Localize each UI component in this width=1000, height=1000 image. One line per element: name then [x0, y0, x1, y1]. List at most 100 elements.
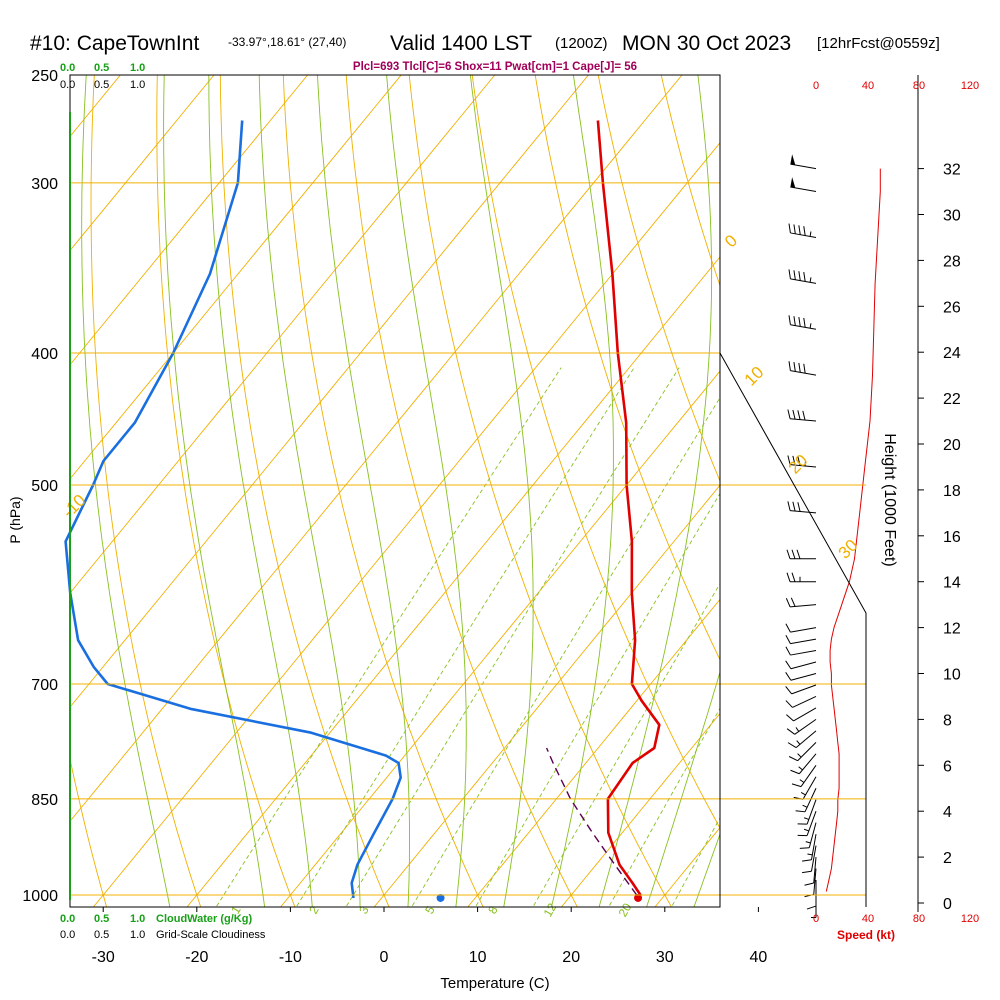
wind-barb-half-flag	[805, 841, 811, 844]
pressure-tick-label: 300	[31, 176, 58, 193]
height-tick-label: 30	[943, 208, 961, 225]
moist-adiabat-line	[163, 75, 266, 907]
isotherm-line	[70, 75, 683, 823]
wind-barb	[788, 741, 817, 762]
wind-barb-half-flag	[800, 792, 806, 796]
isotherm-label: 10	[741, 363, 768, 390]
wind-barb-flag	[785, 598, 791, 608]
isotherm-label: 20	[785, 451, 812, 478]
wind-barb-shaft	[804, 788, 817, 813]
x-tick-label: -20	[185, 949, 208, 966]
isotherm-label: 0	[721, 231, 741, 251]
pressure-tick-label: 500	[31, 478, 58, 495]
cloudiness-scale-bottom-2: 1.0	[130, 929, 145, 941]
wind-barb-shaft	[813, 857, 817, 884]
wind-barb-shaft	[790, 464, 817, 468]
wind-barb-flag	[798, 317, 801, 327]
height-tick-label: 22	[943, 391, 961, 408]
height-tick-label: 2	[943, 850, 952, 867]
height-tick-label: 0	[943, 896, 952, 913]
wind-barb-half-flag	[809, 323, 812, 329]
moist-adiabat-line	[693, 832, 720, 907]
wind-barb	[785, 646, 817, 656]
wind-barb	[790, 753, 817, 775]
height-tick-label: 4	[943, 804, 952, 821]
wind-barb	[788, 223, 817, 238]
wind-barb-shaft	[795, 730, 817, 748]
mixing-ratio-line	[215, 367, 562, 907]
wind-barb-flag	[798, 362, 801, 373]
wind-barb-shaft	[797, 741, 817, 762]
wind-barb-flag	[793, 362, 796, 372]
plot-frame	[69, 74, 721, 908]
height-tick-label: 32	[943, 162, 961, 179]
dry-adiabat-line	[408, 75, 672, 907]
wind-barb-shaft	[810, 834, 817, 860]
height-tick-label: 14	[943, 575, 961, 592]
wind-barb-flag	[786, 572, 791, 582]
x-tick-label: 0	[380, 949, 389, 966]
cloudwater-label: CloudWater (g/Kg)	[156, 913, 252, 925]
moist-adiabat-line	[598, 75, 713, 907]
mixing-ratio-line	[295, 367, 635, 907]
isotherm-line	[186, 256, 720, 907]
x-tick-label: 40	[750, 949, 768, 966]
wind-barb-flag	[803, 226, 806, 236]
valid-time: Valid 1400 LST	[390, 32, 532, 55]
wind-barb-flag	[786, 714, 794, 722]
wind-barb-flag	[803, 363, 806, 374]
wind-barb-shaft	[798, 753, 817, 775]
height-tick-label: 10	[943, 667, 961, 684]
pressure-tick-label: 250	[31, 68, 58, 85]
wind-barb	[787, 455, 817, 468]
height-tick-label: 20	[943, 437, 961, 454]
moist-adiabat-line	[469, 75, 534, 907]
wind-barb-half-flag	[809, 277, 812, 283]
wind-barb-flag	[791, 783, 802, 788]
wind-barb-half-flag	[803, 817, 809, 820]
background-lines	[70, 75, 1000, 930]
wind-barb-flag	[788, 756, 798, 762]
isotherm-line	[828, 75, 1000, 924]
wind-barb-half-flag	[803, 828, 809, 832]
moist-adiabat-line	[551, 75, 614, 907]
cloudwater-scale-bottom-2: 1.0	[130, 913, 145, 925]
pressure-tick-label: 850	[31, 792, 58, 809]
wind-barb-shaft	[790, 324, 817, 330]
mixing-ratio-label: 3	[356, 903, 372, 916]
dry-adiabat-line	[471, 75, 720, 829]
speed-tick-label-bottom: 0	[813, 913, 819, 925]
wind-barb	[802, 834, 817, 862]
wind-barb-flag	[785, 672, 792, 681]
wind-barb	[786, 572, 816, 583]
wind-barb-half-flag	[798, 766, 803, 771]
wind-barb	[785, 623, 817, 633]
wind-barb-flag	[796, 549, 801, 559]
wind-barb-shaft	[806, 799, 817, 825]
speed-tick-label-top: 40	[862, 80, 874, 92]
wind-barb-flag	[791, 549, 796, 559]
height-axis-title: Height (1000 Feet)	[881, 433, 898, 566]
dry-adiabat-line	[90, 75, 202, 907]
cloudwater-scale-top-1: 0.5	[94, 62, 109, 74]
cloudiness-scale-top-2: 1.0	[130, 79, 145, 91]
wind-barb-flag	[798, 271, 801, 281]
wind-barb-half-flag	[802, 804, 808, 808]
dry-adiabat-line	[597, 75, 720, 483]
wind-barb-half-flag	[795, 727, 800, 732]
cloudiness-scale-top-0: 0.0	[60, 79, 75, 91]
dry-adiabat-line	[219, 75, 390, 907]
moist-adiabat-line	[81, 75, 171, 907]
wind-barb-flag	[785, 623, 791, 633]
dry-adiabat-line	[724, 75, 1000, 930]
speed-tick-label-bottom: 40	[862, 913, 874, 925]
wind-barb-shaft	[800, 765, 817, 787]
wind-barb	[790, 177, 817, 193]
mixing-ratio-line	[670, 816, 720, 907]
isotherm-line	[467, 598, 720, 907]
x-tick-label: -10	[279, 949, 302, 966]
wind-barb	[786, 549, 816, 560]
wind-barb-flag	[786, 549, 791, 559]
wind-barb	[804, 857, 817, 886]
